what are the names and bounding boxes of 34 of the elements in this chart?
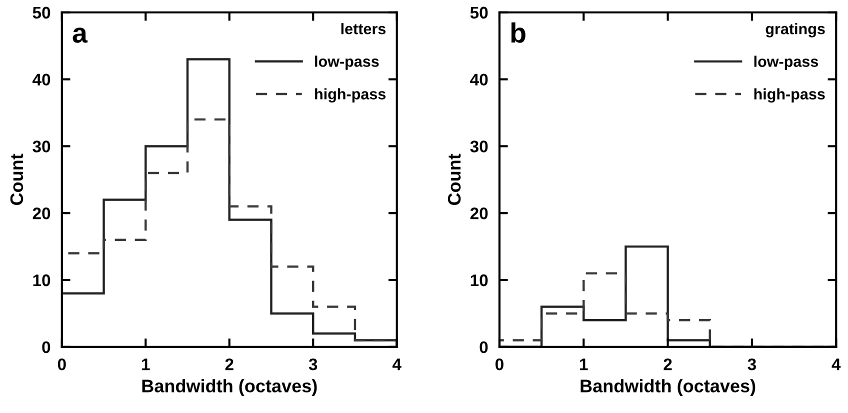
x-tick-label: 2	[225, 358, 234, 370]
legend-label: high-pass	[754, 88, 825, 103]
y-axis-title: Count	[10, 154, 24, 205]
x-axis-title: Bandwidth (octaves)	[142, 379, 317, 396]
x-tick-label: 1	[580, 358, 588, 370]
legend-label: low-pass	[315, 56, 379, 70]
x-tick-label: 4	[392, 358, 402, 370]
x-tick-label: 3	[308, 358, 318, 370]
y-tick-label: 0	[480, 341, 488, 354]
legend-title: gratings	[766, 23, 825, 38]
chart-title: b	[511, 22, 526, 43]
y-axis-title: Count	[448, 154, 461, 205]
x-tick-label: 2	[664, 358, 672, 370]
x-tick-label: 0	[58, 358, 66, 370]
legend-label: low-pass	[754, 56, 818, 70]
y-tick-label: 10	[33, 274, 50, 286]
x-tick-label: 1	[142, 358, 150, 370]
y-tick-label: 20	[470, 208, 488, 220]
y-tick-label: 30	[470, 140, 488, 152]
y-tick-label: 30	[32, 140, 50, 152]
legend-label: high-pass	[315, 88, 386, 103]
x-tick-label: 0	[495, 358, 504, 370]
legend-title: letters	[341, 23, 386, 34]
x-tick-label: 4	[832, 358, 841, 370]
y-tick-label: 40	[32, 74, 50, 86]
y-tick-label: 20	[32, 208, 50, 220]
chart-title: a	[72, 28, 88, 43]
y-tick-label: 0	[42, 341, 50, 354]
x-tick-label: 3	[748, 358, 756, 370]
y-tick-label: 50	[32, 6, 50, 19]
y-tick-label: 50	[470, 6, 488, 19]
y-tick-label: 40	[470, 74, 488, 86]
y-tick-label: 10	[470, 274, 488, 286]
x-axis-title: Bandwidth (octaves)	[580, 379, 756, 396]
